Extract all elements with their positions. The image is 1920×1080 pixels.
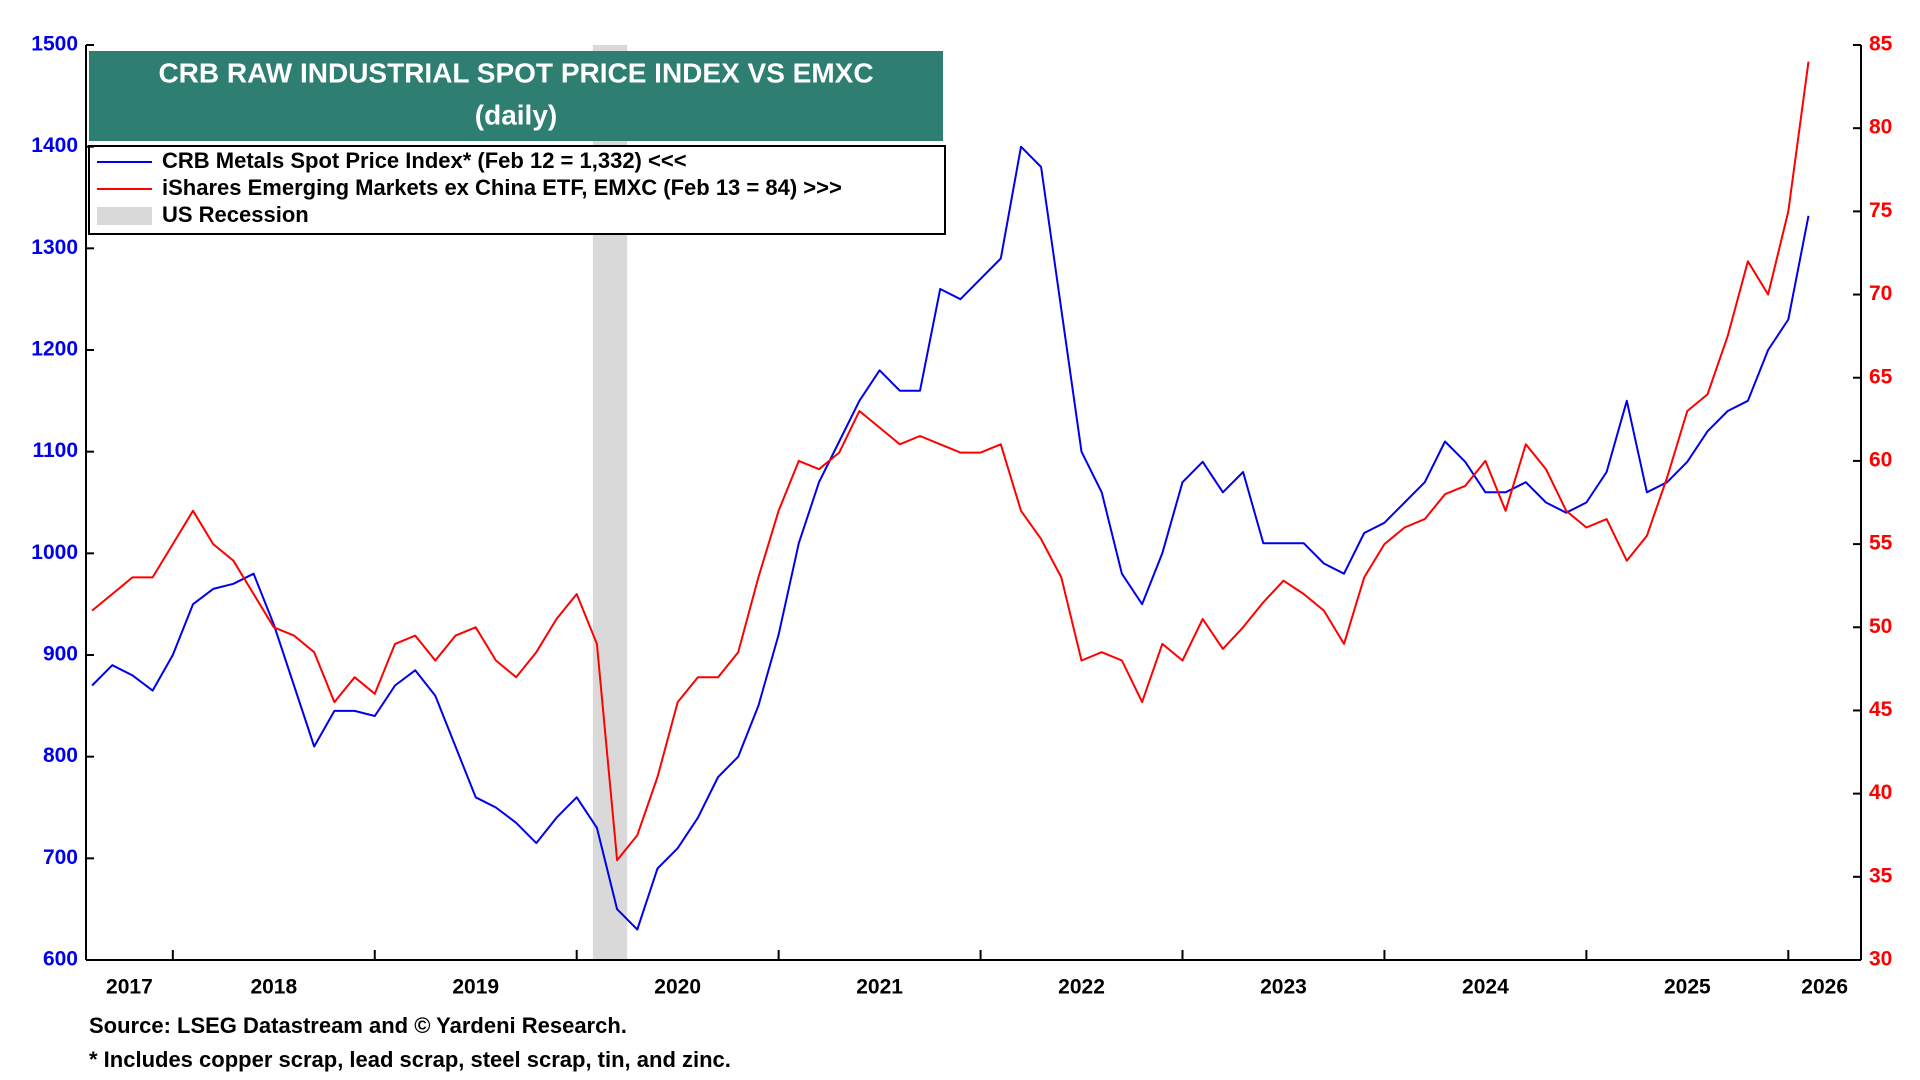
y2-tick-label: 80 bbox=[1869, 116, 1892, 139]
legend-box bbox=[88, 145, 946, 235]
y2-tick-label: 45 bbox=[1869, 698, 1893, 721]
y-tick-label: 600 bbox=[43, 948, 78, 971]
y-tick-label: 1000 bbox=[31, 541, 78, 564]
x-tick-label: 2021 bbox=[856, 976, 903, 999]
x-tick-label: 2022 bbox=[1058, 976, 1105, 999]
legend-swatch bbox=[97, 207, 152, 225]
footnote: * Includes copper scrap, lead scrap, ste… bbox=[89, 1047, 731, 1072]
y2-tick-label: 35 bbox=[1869, 864, 1893, 887]
legend-label: US Recession bbox=[162, 202, 309, 227]
y2-tick-label: 75 bbox=[1869, 199, 1893, 222]
y2-tick-label: 70 bbox=[1869, 282, 1892, 305]
y-tick-label: 1100 bbox=[32, 439, 78, 462]
y2-tick-label: 55 bbox=[1869, 532, 1893, 555]
x-tick-label: 2020 bbox=[654, 976, 701, 999]
y-tick-label: 700 bbox=[43, 846, 78, 869]
legend-label: iShares Emerging Markets ex China ETF, E… bbox=[162, 175, 842, 200]
title-box bbox=[89, 51, 943, 141]
y2-tick-label: 65 bbox=[1869, 365, 1893, 388]
x-tick-label: 2017 bbox=[106, 976, 153, 999]
y-tick-label: 1400 bbox=[31, 134, 78, 157]
y-tick-label: 1200 bbox=[31, 338, 78, 361]
y2-tick-label: 85 bbox=[1869, 33, 1893, 56]
chart-subtitle: (daily) bbox=[475, 99, 557, 130]
y2-tick-label: 50 bbox=[1869, 615, 1892, 638]
y-tick-label: 900 bbox=[43, 643, 78, 666]
series-line bbox=[91, 61, 1810, 862]
y2-tick-label: 30 bbox=[1869, 948, 1892, 971]
x-tick-label: 2019 bbox=[452, 976, 499, 999]
x-tick-label: 2026 bbox=[1801, 976, 1848, 999]
chart-title: CRB RAW INDUSTRIAL SPOT PRICE INDEX VS E… bbox=[158, 57, 873, 88]
x-tick-label: 2025 bbox=[1664, 976, 1711, 999]
legend-label: CRB Metals Spot Price Index* (Feb 12 = 1… bbox=[162, 148, 687, 173]
x-tick-label: 2023 bbox=[1260, 976, 1307, 999]
y2-tick-label: 60 bbox=[1869, 448, 1892, 471]
y-tick-label: 1300 bbox=[31, 236, 78, 259]
x-tick-label: 2018 bbox=[250, 976, 297, 999]
y2-tick-label: 40 bbox=[1869, 781, 1892, 804]
x-tick-label: 2024 bbox=[1462, 976, 1509, 999]
series-line bbox=[91, 145, 1810, 931]
y-tick-label: 800 bbox=[43, 744, 78, 767]
source-note: Source: LSEG Datastream and © Yardeni Re… bbox=[89, 1013, 627, 1038]
y-tick-label: 1500 bbox=[31, 33, 78, 56]
